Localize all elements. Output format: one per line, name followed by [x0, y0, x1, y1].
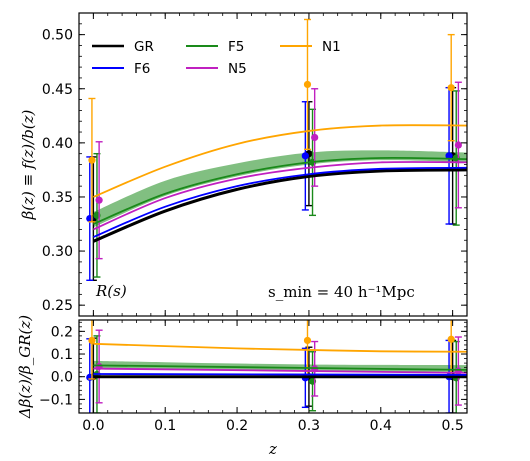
legend-item-gr: GR: [92, 39, 154, 55]
annotation-right: s_min = 40 h⁻¹Mpc: [268, 283, 415, 301]
top-point-f6-1: [301, 152, 309, 160]
bottom-line-n1: [93, 342, 467, 353]
top-ytick-label: 0.35: [42, 190, 73, 206]
top-errorbar-n1-2: [447, 33, 455, 142]
top-line-n1: [93, 124, 467, 198]
legend-label-f5: F5: [228, 39, 244, 55]
top-errorbar-n1-1: [303, 18, 312, 151]
annotation-left: R(s): [95, 282, 127, 300]
top-ytick-label: 0.45: [42, 82, 73, 98]
bottom-ytick-label: −0.1: [39, 392, 73, 408]
top-ylabel: β(z) ≡ f(z)/b(z): [19, 109, 37, 220]
bottom-line-n5: [93, 367, 467, 374]
bottom-line-f6: [93, 373, 467, 376]
bottom-ylabel: Δβ(z)/β_GR(z): [16, 315, 34, 419]
top-ytick-label: 0.30: [42, 244, 73, 260]
legend-label-gr: GR: [134, 39, 154, 55]
bottom-point-n1-1: [303, 336, 312, 345]
top-line-n5: [93, 161, 467, 231]
bottom-line-f5: [93, 364, 467, 371]
top-errorbar-n5-1: [311, 88, 319, 187]
top-point-n1-0: [88, 156, 96, 164]
bottom-ytick-label: 0.0: [51, 370, 73, 386]
bottom-plot-area: [86, 320, 467, 413]
top-point-n1-2: [447, 84, 455, 92]
top-point-f6-2: [445, 152, 453, 160]
legend-item-f5: F5: [186, 39, 244, 55]
top-ytick-label: 0.40: [42, 136, 73, 152]
bottom-frame: [78, 319, 468, 414]
top-errorbar-n5-2: [454, 81, 462, 209]
top-point-n5-1: [311, 133, 319, 142]
top-ytick-label: 0.25: [42, 298, 73, 314]
bottom-panel: −0.1 0.0 0.1 0.2 0.0 0.1 0.2 0.3 0.4 0.5 Δβ(z)/β_G…: [16, 315, 468, 458]
legend-label-f6: F6: [134, 61, 150, 77]
legend-item-n1: N1: [280, 39, 341, 55]
bottom-xtick-label: 0.0: [82, 418, 104, 434]
bottom-xtick-label: 0.5: [441, 418, 463, 434]
bottom-point-n1-2: [447, 335, 455, 343]
top-errorbar-f6-2: [445, 86, 453, 225]
legend-item-f6: F6: [92, 61, 150, 77]
top-point-n5-0: [95, 196, 103, 204]
top-point-n1-1: [303, 80, 312, 89]
top-line-f5: [93, 156, 467, 225]
bottom-ytick-label: 0.1: [51, 347, 73, 363]
bottom-xtick-label: 0.4: [370, 418, 392, 434]
bottom-xtick-label: 0.3: [298, 418, 320, 434]
top-plot-area: [86, 18, 467, 281]
bottom-xtick-label: 0.1: [154, 418, 176, 434]
bottom-errorbar-n1-0: [88, 320, 96, 380]
legend-label-n5: N5: [228, 61, 247, 77]
top-errorbar-f6-1: [301, 101, 309, 211]
top-line-gr: [92, 168, 467, 243]
bottom-xtick-label: 0.2: [226, 418, 248, 434]
top-panel: 0.25 0.30 0.35 0.40 0.45 0.50 β(z) ≡ f(z)/b(z)…: [19, 12, 468, 317]
legend-label-n1: N1: [322, 39, 341, 55]
legend-item-n5: N5: [186, 61, 247, 77]
bottom-point-n1-0: [88, 336, 96, 345]
xlabel: z: [268, 440, 277, 458]
top-errorbar-n1-0: [88, 97, 96, 223]
bottom-ytick-label: 0.2: [51, 324, 73, 340]
top-point-n5-2: [454, 141, 462, 149]
top-ytick-label: 0.50: [42, 28, 73, 44]
top-line-f6: [93, 166, 467, 238]
